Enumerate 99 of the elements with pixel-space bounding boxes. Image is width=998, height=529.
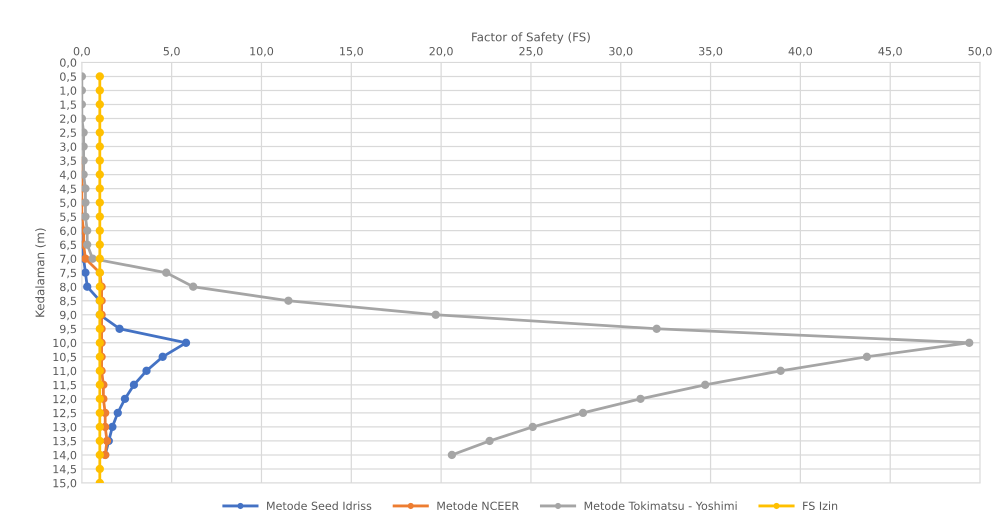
- point: [485, 436, 494, 446]
- point: [862, 352, 872, 361]
- point: [96, 86, 104, 95]
- legend-label: Metode NCEER: [437, 501, 519, 510]
- point: [96, 464, 104, 474]
- point: [96, 380, 104, 390]
- point: [158, 352, 167, 361]
- point: [96, 156, 104, 165]
- point: [96, 100, 104, 109]
- y-tick-label: 9,5: [60, 324, 76, 334]
- point: [96, 142, 104, 151]
- point: [82, 268, 90, 277]
- point: [182, 338, 190, 347]
- point: [88, 254, 97, 263]
- y-tick-label: 6,0: [60, 226, 76, 236]
- y-tick-label: 15,0: [53, 478, 76, 488]
- point: [83, 226, 92, 235]
- x-tick-label: 25,0: [519, 47, 543, 57]
- y-tick-label: 13,5: [53, 436, 76, 446]
- point: [652, 324, 661, 333]
- point: [96, 240, 104, 249]
- point: [96, 198, 104, 207]
- point: [776, 366, 785, 375]
- legend-label: Metode Seed Idriss: [267, 501, 372, 510]
- y-tick-label: 1,0: [60, 86, 76, 96]
- x-tick-label: 0,0: [74, 47, 90, 57]
- y-tick-label: 12,0: [53, 394, 76, 404]
- x-tick-label: 5,0: [164, 47, 180, 57]
- y-tick-label: 2,0: [60, 114, 76, 124]
- point: [96, 170, 104, 179]
- point: [82, 198, 90, 207]
- point: [189, 282, 198, 291]
- point: [578, 408, 588, 418]
- y-tick-label: 4,5: [60, 184, 76, 194]
- point: [96, 422, 104, 432]
- point: [82, 184, 90, 193]
- point: [130, 380, 138, 390]
- point: [96, 408, 104, 418]
- y-tick-label: 14,5: [53, 465, 76, 474]
- y-tick-label: 5,0: [60, 198, 76, 208]
- y-tick-label: 7,0: [60, 254, 76, 264]
- point: [114, 408, 122, 418]
- point: [142, 366, 151, 375]
- point: [83, 282, 92, 291]
- y-tick-label: 1,5: [60, 100, 76, 110]
- x-tick-label: 40,0: [788, 47, 812, 57]
- point: [528, 422, 537, 432]
- x-tick-label: 20,0: [430, 47, 453, 57]
- y-tick-label: 0,5: [60, 72, 76, 82]
- point: [115, 324, 124, 333]
- x-tick-label: 10,0: [250, 47, 274, 57]
- y-tick-label: 4,0: [60, 170, 76, 180]
- y-tick-label: 0,0: [60, 58, 76, 68]
- point: [96, 436, 104, 446]
- y-tick-label: 3,5: [60, 156, 76, 166]
- y-tick-label: 3,0: [60, 142, 76, 152]
- y-tick-label: 11,0: [53, 366, 76, 376]
- legend-label: Metode Tokimatsu - Yoshimi: [584, 501, 737, 510]
- point: [96, 394, 104, 404]
- point: [108, 422, 117, 432]
- y-tick-label: 9,0: [60, 310, 76, 320]
- x-axis-title: Factor of Safety (FS): [472, 32, 590, 44]
- point: [96, 212, 104, 221]
- y-tick-label: 7,5: [60, 268, 76, 278]
- point: [83, 240, 92, 249]
- y-axis-title: Kedalaman (m): [35, 228, 46, 317]
- y-tick-label: 8,0: [60, 282, 76, 292]
- point: [96, 128, 104, 137]
- point: [432, 310, 440, 319]
- y-tick-label: 13,0: [53, 422, 76, 432]
- y-tick-label: 14,0: [53, 450, 76, 460]
- point: [284, 296, 293, 305]
- x-tick-label: 30,0: [609, 47, 632, 57]
- y-tick-label: 6,5: [60, 240, 76, 250]
- y-tick-label: 12,5: [53, 408, 76, 418]
- point: [636, 394, 645, 404]
- point: [120, 394, 130, 404]
- y-tick-label: 11,5: [53, 380, 76, 390]
- y-tick-label: 10,0: [53, 338, 76, 348]
- point: [96, 184, 104, 193]
- point: [82, 212, 90, 221]
- point: [96, 254, 104, 263]
- point: [96, 72, 104, 81]
- x-tick-label: 35,0: [699, 47, 722, 57]
- legend-label: FS Izin: [803, 501, 838, 510]
- x-tick-label: 50,0: [968, 47, 992, 57]
- point: [701, 380, 710, 390]
- point: [965, 338, 974, 347]
- x-tick-label: 45,0: [878, 47, 902, 57]
- y-tick-label: 5,5: [60, 212, 76, 222]
- y-tick-label: 2,5: [60, 128, 76, 138]
- point: [96, 226, 104, 235]
- x-tick-label: 15,0: [340, 47, 363, 57]
- y-tick-label: 8,5: [60, 296, 76, 306]
- point: [162, 268, 170, 277]
- y-tick-label: 10,5: [53, 352, 76, 362]
- point: [96, 114, 104, 123]
- point: [96, 450, 104, 460]
- point: [448, 450, 456, 460]
